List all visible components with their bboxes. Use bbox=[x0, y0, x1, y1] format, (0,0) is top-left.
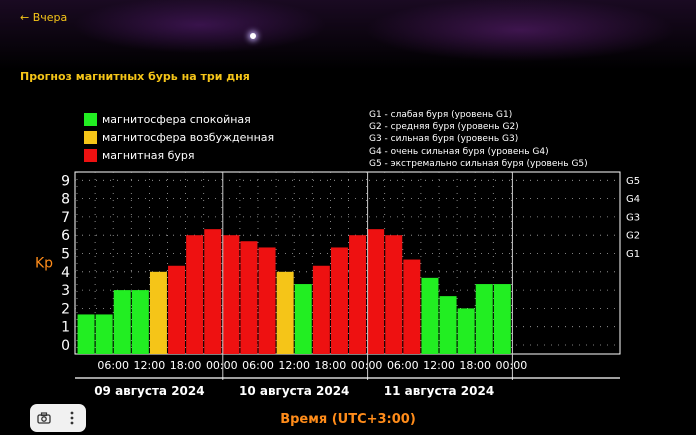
y-tick-label: 7 bbox=[61, 210, 70, 226]
g-level-g5: G5 - экстремально сильная буря (уровень … bbox=[369, 158, 588, 169]
star-glow bbox=[250, 33, 256, 39]
legend-label-active: магнитосфера возбужденная bbox=[102, 130, 275, 144]
y-tick-label: 8 bbox=[61, 192, 70, 208]
kp-bar bbox=[475, 284, 493, 354]
kp-bar bbox=[457, 308, 475, 354]
x-tick-label: 06:00 bbox=[387, 359, 419, 372]
x-tick-label: 00:00 bbox=[496, 359, 528, 372]
x-tick-label: 18:00 bbox=[315, 359, 347, 372]
x-tick-label: 06:00 bbox=[242, 359, 274, 372]
x-tick-label: 06:00 bbox=[97, 359, 129, 372]
g-level-g3: G3 - сильная буря (уровень G3) bbox=[369, 134, 519, 145]
x-tick-label: 00:00 bbox=[351, 359, 383, 372]
y-tick-label: 4 bbox=[61, 265, 70, 281]
x-tick-label: 12:00 bbox=[134, 359, 166, 372]
y-tick-label: 1 bbox=[61, 320, 70, 336]
g-level-g1: G1 - слабая буря (уровень G1) bbox=[369, 110, 513, 120]
legend-label-storm: магнитная буря bbox=[102, 148, 195, 162]
kp-bar bbox=[258, 247, 276, 354]
legend-swatch-storm bbox=[84, 148, 97, 162]
g-level-tick-label: G2 bbox=[626, 231, 640, 242]
page-title: Прогноз магнитных бурь на три дня bbox=[20, 70, 250, 83]
day-label: 10 августа 2024 bbox=[239, 384, 349, 398]
legend-item-active: магнитосфера возбужденная bbox=[84, 128, 274, 146]
g-level-tick-label: G1 bbox=[626, 249, 640, 260]
g-level-g4: G4 - очень сильная буря (уровень G4) bbox=[369, 146, 549, 157]
kp-bar bbox=[312, 265, 330, 354]
kp-bar bbox=[493, 284, 511, 354]
y-tick-label: 5 bbox=[61, 247, 70, 263]
screenshot-toolbar bbox=[30, 404, 86, 432]
header-background bbox=[0, 0, 696, 70]
color-legend: магнитосфера спокойная магнитосфера возб… bbox=[84, 110, 274, 164]
camera-button[interactable] bbox=[30, 404, 58, 432]
kp-index-chart: 0 1 2 3 4 5 6 7 8 9 Kp G1 G2 G3 G4 G5 06:00 12:00 18:00 00:… bbox=[35, 171, 640, 398]
x-tick-label: 12:00 bbox=[278, 359, 310, 372]
kp-bar bbox=[421, 277, 439, 354]
day-label: 09 августа 2024 bbox=[94, 384, 204, 398]
back-link-yesterday[interactable]: ← Вчера bbox=[20, 11, 68, 24]
kp-bar bbox=[294, 284, 312, 354]
g-level-tick-label: G5 bbox=[626, 176, 640, 187]
y-tick-label: 2 bbox=[61, 301, 70, 317]
kp-bar bbox=[77, 314, 95, 354]
kp-bar bbox=[240, 241, 258, 354]
more-vertical-icon bbox=[70, 411, 74, 425]
kp-bar bbox=[403, 259, 421, 354]
camera-icon bbox=[37, 412, 51, 424]
y-tick-label: 9 bbox=[61, 173, 70, 189]
legend-item-storm: магнитная буря bbox=[84, 146, 274, 164]
y-tick-label: 3 bbox=[61, 283, 70, 299]
y-tick-label: 6 bbox=[61, 228, 70, 244]
kp-bar bbox=[439, 296, 457, 354]
day-label: 11 августа 2024 bbox=[384, 384, 494, 398]
legend-item-quiet: магнитосфера спокойная bbox=[84, 110, 274, 128]
kp-bar bbox=[367, 229, 385, 354]
y-axis-title: Kp bbox=[35, 256, 53, 272]
kp-bar bbox=[276, 271, 294, 354]
x-axis-title: Время (UTC+3:00) bbox=[280, 412, 416, 427]
kp-bar bbox=[95, 314, 113, 354]
kp-bar bbox=[349, 235, 367, 354]
g-level-legend: G1 - слабая буря (уровень G1) G2 - средн… bbox=[369, 109, 588, 170]
x-tick-label: 12:00 bbox=[423, 359, 455, 372]
g-level-tick-label: G4 bbox=[626, 194, 640, 205]
kp-bar bbox=[131, 290, 149, 354]
y-tick-label: 0 bbox=[61, 338, 70, 354]
kp-bar bbox=[168, 265, 186, 354]
g-level-g2: G2 - средняя буря (уровень G2) bbox=[369, 122, 519, 133]
x-tick-label: 18:00 bbox=[459, 359, 491, 372]
legend-label-quiet: магнитосфера спокойная bbox=[102, 112, 251, 126]
kp-bar bbox=[204, 229, 222, 354]
x-tick-label: 00:00 bbox=[206, 359, 238, 372]
kp-bar bbox=[113, 290, 131, 354]
kp-bar bbox=[330, 247, 348, 354]
g-level-tick-label: G3 bbox=[626, 212, 640, 223]
kp-bar bbox=[222, 235, 240, 354]
more-options-button[interactable] bbox=[58, 404, 86, 432]
kp-bar bbox=[186, 235, 204, 354]
legend-swatch-quiet bbox=[84, 112, 97, 126]
legend-swatch-active bbox=[84, 130, 97, 144]
x-tick-label: 18:00 bbox=[170, 359, 202, 372]
kp-bar bbox=[149, 271, 167, 354]
kp-bar bbox=[385, 235, 403, 354]
